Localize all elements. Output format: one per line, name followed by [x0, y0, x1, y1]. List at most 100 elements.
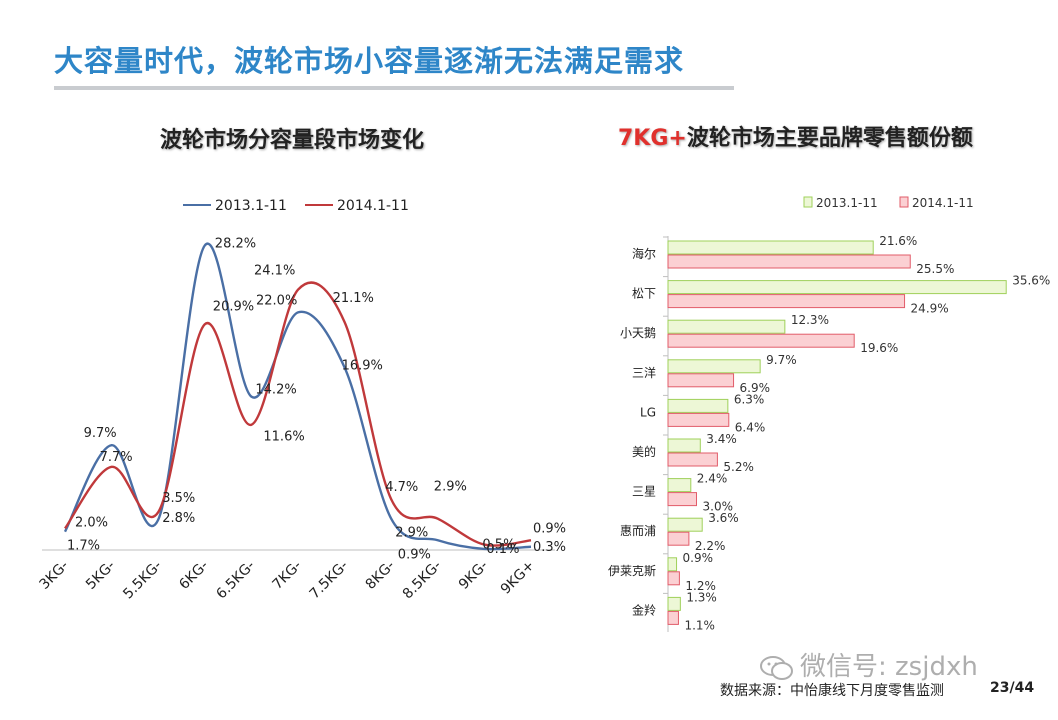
- bar-label-0-6: 2.4%: [697, 472, 728, 486]
- bar-0-9: [667, 596, 681, 611]
- bar-label-1-3: 6.9%: [740, 381, 771, 395]
- bar-0-0: [667, 240, 874, 255]
- x-tick-label-1: 5KG-: [83, 558, 118, 593]
- data-label-1-5: 24.1%: [254, 264, 295, 279]
- bar-1-8: [667, 571, 680, 586]
- bar-0-5: [667, 438, 701, 453]
- bar-1-9: [667, 610, 679, 625]
- x-tick-label-0: 3KG-: [36, 558, 71, 593]
- title-divider: [54, 86, 734, 90]
- data-label-1-3: 20.9%: [213, 299, 254, 314]
- data-label-1-6: 21.1%: [333, 291, 374, 306]
- legend-swatch-1: [899, 196, 909, 208]
- watermark-text: 微信号: zsjdxh: [800, 652, 978, 682]
- watermark: 微信号: zsjdxh: [760, 646, 978, 683]
- category-label-3: 三洋: [632, 365, 656, 380]
- data-label-1-1: 7.7%: [100, 450, 133, 465]
- bar-0-6: [667, 478, 692, 493]
- x-tick-label-5: 7KG-: [269, 558, 304, 593]
- category-label-0: 海尔: [632, 246, 656, 261]
- bar-1-6: [667, 492, 697, 507]
- data-label-0-10: 0.3%: [533, 540, 566, 555]
- legend-swatch-0: [803, 196, 813, 208]
- bar-label-1-6: 3.0%: [703, 500, 734, 514]
- bar-label-1-4: 6.4%: [735, 420, 766, 434]
- category-label-5: 美的: [632, 444, 656, 459]
- data-label-1-2: 3.5%: [162, 491, 195, 506]
- bar-1-7: [667, 531, 690, 546]
- line-chart: 2013.1-11 2014.1-11 1.7% 9.7% 2.8% 28.2% 14.2%…: [36, 198, 566, 603]
- category-label-7: 惠而浦: [620, 524, 656, 538]
- bar-label-1-2: 19.6%: [860, 341, 898, 355]
- data-label-1-10: 0.9%: [533, 521, 566, 536]
- data-label-0-4: 14.2%: [255, 383, 296, 398]
- data-label-1-9: 0.5%: [482, 538, 515, 553]
- line-chart-title: 波轮市场分容量段市场变化: [160, 128, 425, 153]
- bar-1-0: [667, 254, 911, 269]
- x-tick-label-9: 9KG-: [456, 558, 491, 593]
- data-label-1-8: 2.9%: [434, 480, 467, 495]
- bar-label-1-9: 1.1%: [684, 618, 715, 632]
- bar-chart-title: 7KG+波轮市场主要品牌零售额份额: [618, 120, 973, 152]
- category-label-6: 三星: [632, 485, 656, 499]
- bar-label-0-0: 21.6%: [879, 234, 917, 248]
- bar-0-3: [667, 359, 761, 374]
- bar-label-0-1: 35.6%: [1012, 274, 1050, 288]
- bar-0-4: [667, 398, 729, 413]
- data-label-0-3: 28.2%: [215, 236, 256, 251]
- x-tick-label-2: 5.5KG-: [120, 558, 165, 603]
- bar-label-0-4: 6.3%: [734, 392, 765, 406]
- wechat-icon: [760, 655, 794, 681]
- x-tick-label-3: 6KG-: [176, 558, 211, 593]
- bar-1-3: [667, 373, 735, 388]
- bar-1-1: [667, 294, 906, 309]
- legend-label-0: 2013.1-11: [816, 196, 878, 210]
- bar-0-2: [667, 319, 786, 334]
- category-label-9: 金羚: [632, 602, 656, 617]
- bar-1-5: [667, 452, 718, 467]
- data-label-0-6: 16.9%: [342, 358, 383, 373]
- bar-label-0-9: 1.3%: [686, 590, 717, 604]
- bar-chart: 2013.1-11 2014.1-11 海尔 21.6% 25.5% 松下 35.6% 24.…: [608, 196, 1050, 632]
- x-tick-label-4: 6.5KG-: [213, 558, 258, 603]
- legend-label-0: 2013.1-11: [215, 198, 287, 214]
- data-label-0-5: 22.0%: [256, 293, 297, 308]
- bar-1-4: [667, 412, 730, 427]
- series-line-1: [64, 281, 532, 547]
- data-source: 数据来源：中怡康线下月度零售监测: [720, 683, 944, 699]
- bar-label-0-7: 3.6%: [708, 511, 739, 525]
- category-label-1: 松下: [632, 287, 656, 301]
- category-label-2: 小天鹅: [620, 326, 656, 340]
- data-label-0-2: 2.8%: [162, 511, 195, 526]
- bar-chart-title-kg: 7KG+: [618, 126, 687, 151]
- page-title: 大容量时代，波轮市场小容量逐渐无法满足需求: [54, 44, 685, 78]
- bar-1-2: [667, 333, 855, 348]
- bar-0-1: [667, 280, 1007, 295]
- data-label-0-1: 9.7%: [84, 426, 117, 441]
- x-tick-label-10: 9KG+: [498, 558, 538, 598]
- data-label-1-0: 2.0%: [75, 515, 108, 530]
- legend-label-1: 2014.1-11: [912, 196, 974, 210]
- bar-label-1-8: 1.2%: [685, 579, 716, 593]
- bar-label-0-2: 12.3%: [791, 313, 829, 327]
- page-number: 23/44: [990, 680, 1035, 696]
- data-label-0-7: 2.9%: [395, 526, 428, 541]
- data-label-0-0: 1.7%: [67, 539, 100, 554]
- series-line-0: [63, 242, 532, 551]
- x-tick-label-8: 8.5KG-: [400, 558, 445, 603]
- bar-label-0-8: 0.9%: [683, 551, 714, 565]
- bar-0-8: [667, 557, 678, 572]
- legend-label-1: 2014.1-11: [337, 198, 409, 214]
- bar-label-0-5: 3.4%: [706, 432, 737, 446]
- data-label-0-8: 0.9%: [398, 547, 431, 562]
- data-label-0-9: 0.1%: [486, 542, 519, 557]
- data-label-1-4: 11.6%: [263, 430, 304, 445]
- category-label-8: 伊莱克斯: [608, 564, 656, 578]
- bar-label-1-5: 5.2%: [723, 460, 754, 474]
- category-label-4: LG: [640, 405, 656, 419]
- data-label-1-7: 4.7%: [385, 480, 418, 495]
- bar-chart-title-rest: 波轮市场主要品牌零售额份额: [686, 126, 973, 151]
- bar-0-7: [667, 517, 703, 532]
- bar-label-1-0: 25.5%: [916, 262, 954, 276]
- bar-label-1-1: 24.9%: [911, 302, 949, 316]
